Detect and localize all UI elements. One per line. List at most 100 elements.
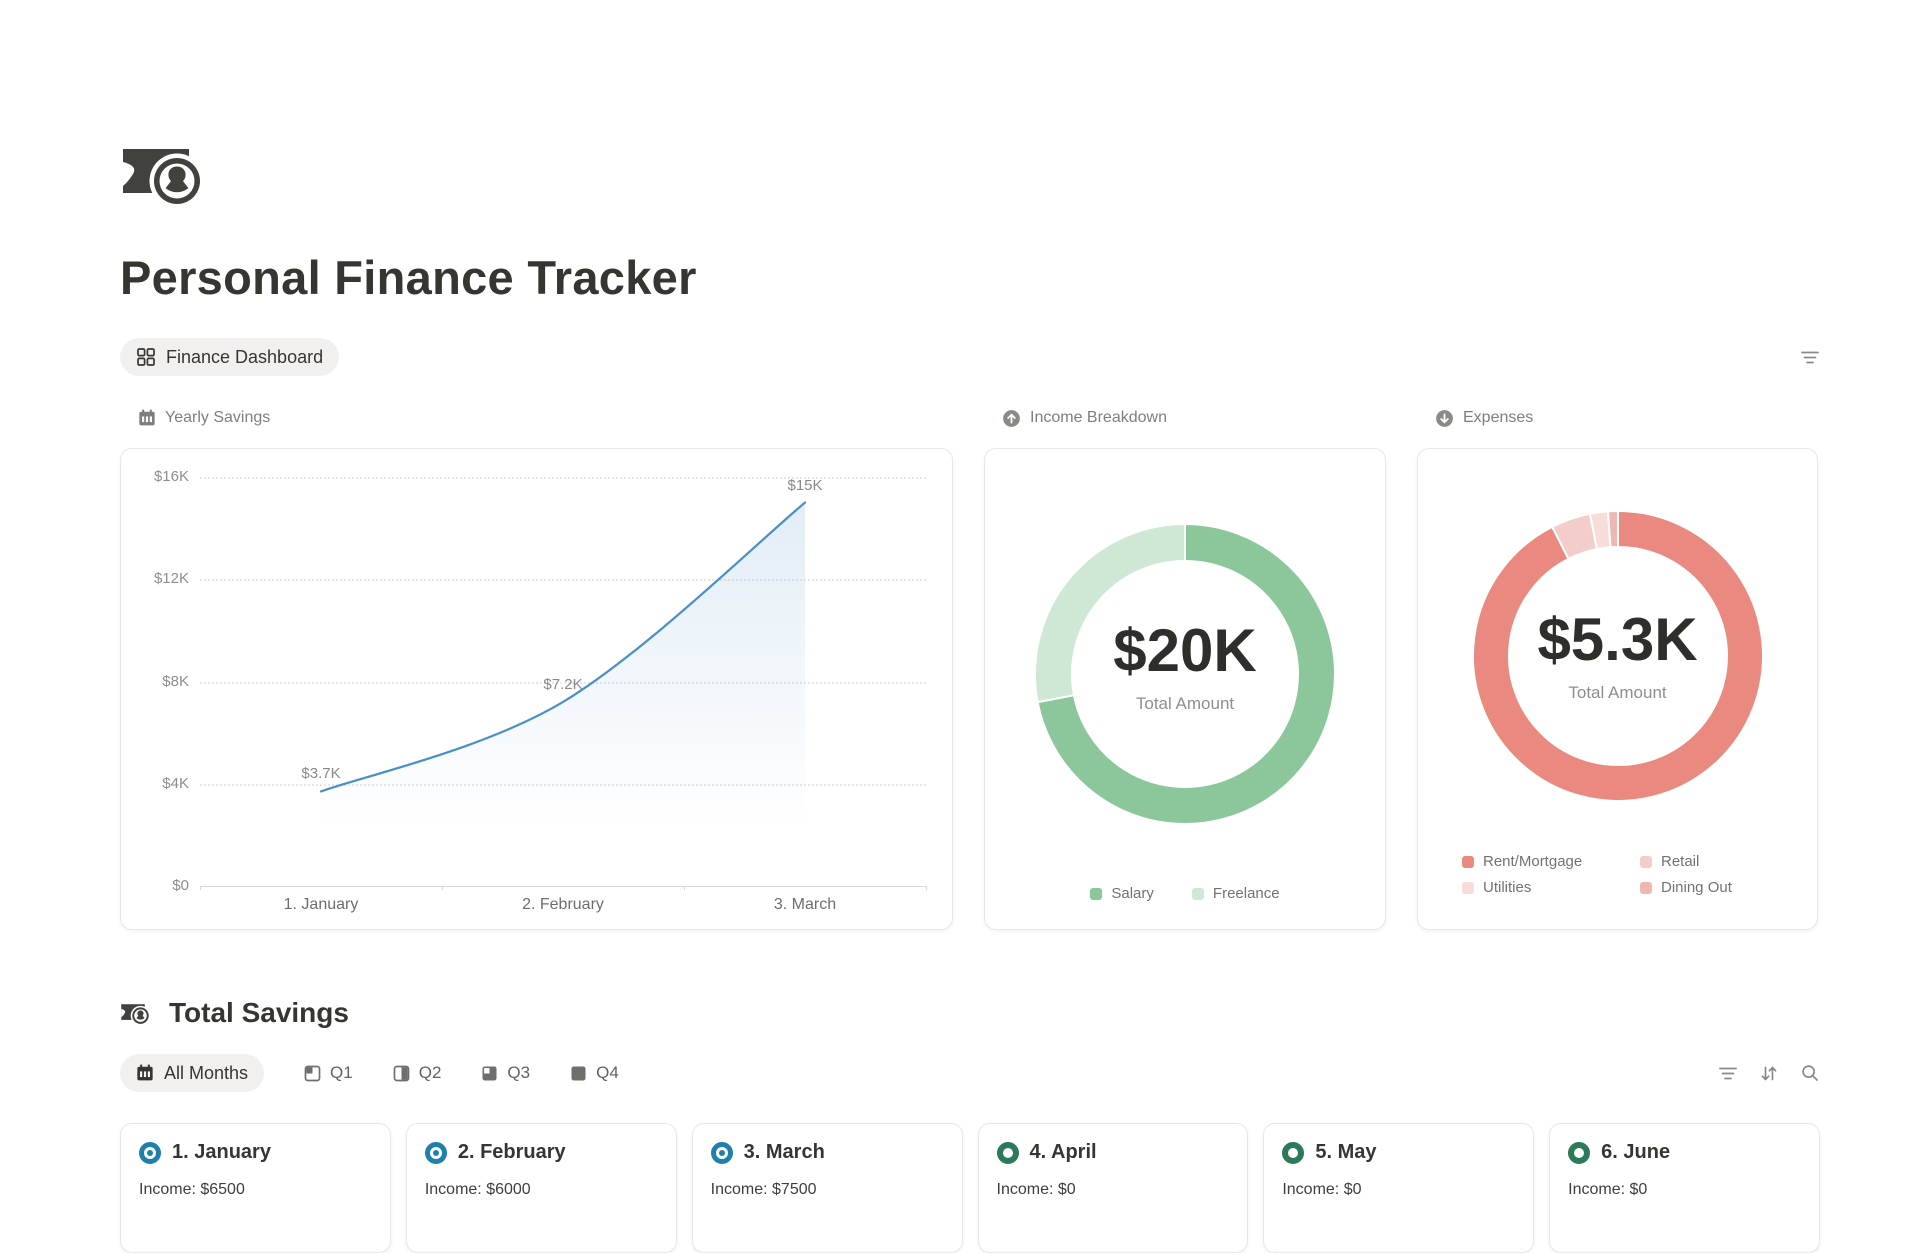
expenses-header: Expenses [1417,408,1818,428]
yearly-savings-chart: $16K $12K $8K $4K $0 1. January 2. February 3. … [121,449,952,929]
month-title: 4. April [1029,1141,1097,1163]
filter-q3[interactable]: Q3 [481,1063,530,1083]
filter-all-months[interactable]: All Months [120,1054,265,1092]
status-ring-icon [1282,1141,1305,1164]
status-ring-icon [424,1141,447,1164]
circle-arrow-down-icon [1435,409,1454,428]
expenses-donut-chart [1471,510,1764,802]
month-income: Income: $6000 [424,1181,531,1198]
quarter-75-icon [481,1065,498,1082]
donut-segment [1036,523,1336,825]
month-income: Income: $0 [1568,1181,1648,1198]
x-axis-label: 1. January [283,896,359,913]
y-axis-label: $0 [172,877,189,894]
months-toolbar [1718,1063,1820,1083]
yearly-savings-block: Yearly Savings $16K $12K $8K $4K $0 1. Januar… [120,408,953,930]
x-axis-tick [442,886,443,890]
month-card[interactable]: 5. May Income: $0 [1263,1123,1535,1253]
filter-label: Q4 [596,1063,619,1082]
income-donut-chart [1034,523,1336,825]
sort-updown-icon[interactable] [1759,1064,1779,1083]
tab-finance-dashboard[interactable]: Finance Dashboard [120,338,340,376]
section-title: Total Savings [169,997,349,1028]
donut-segment [1034,523,1186,704]
month-card-header: 4. April [996,1141,1230,1164]
legend-label: Freelance [1212,885,1280,902]
legend-swatch [1462,881,1474,894]
x-axis [200,886,926,887]
legend-swatch [1640,881,1652,894]
yearly-savings-card: $16K $12K $8K $4K $0 1. January 2. February 3. … [120,448,953,930]
x-axis-label: 3. March [773,896,837,913]
income-breakdown-header: Income Breakdown [984,408,1386,428]
month-income: Income: $0 [996,1181,1076,1198]
filter-icon[interactable] [1718,1065,1738,1082]
income-legend: Salary Freelance [985,885,1385,902]
quarter-100-icon [570,1065,587,1082]
legend-item: Retail [1640,853,1732,870]
x-axis-tick [200,886,201,890]
legend-label: Dining Out [1661,879,1732,896]
grid-line [200,477,926,479]
filter-label: All Months [164,1062,249,1083]
savings-line-plot [319,501,807,886]
month-income: Income: $6500 [139,1181,245,1198]
legend-swatch [1640,855,1652,868]
money-bill-portrait-icon[interactable] [120,140,1820,210]
months-grid: 1. January Income: $6500 2. February Income… [120,1123,1820,1253]
search-icon[interactable] [1800,1063,1820,1083]
filter-q2[interactable]: Q2 [393,1063,441,1083]
y-axis-label: $12K [153,570,189,588]
expenses-block: Expenses $5.3K Total Amount Rent/Mortgag… [1417,408,1818,930]
x-axis-tick [684,886,685,890]
filter-label: Q3 [507,1063,531,1082]
dashboard-charts-row: Yearly Savings $16K $12K $8K $4K $0 1. Januar… [120,408,1820,930]
legend-item: Salary [1090,885,1154,902]
legend-swatch [1090,887,1103,900]
legend-label: Retail [1661,853,1700,870]
month-card[interactable]: 1. January Income: $6500 [120,1123,391,1253]
expenses-card: $5.3K Total Amount Rent/Mortgage Retail Ut… [1417,448,1818,930]
income-breakdown-card: $20K Total Amount Salary Freelance [984,448,1386,930]
data-point-label: $3.7K [301,765,341,783]
month-card-header: 2. February [424,1141,658,1164]
filter-icon[interactable] [1800,349,1820,366]
chart-title: Yearly Savings [165,409,271,426]
x-axis-tick [926,886,927,890]
grid-line [200,579,926,582]
month-card[interactable]: 6. June Income: $0 [1549,1123,1820,1253]
quarter-50-icon [393,1065,410,1082]
month-card-header: 3. March [710,1141,944,1164]
month-card[interactable]: 4. April Income: $0 [977,1123,1249,1253]
y-axis-label: $8K [162,672,189,690]
legend-item: Dining Out [1640,879,1732,896]
y-axis-label: $16K [153,468,189,485]
view-tab-row: Finance Dashboard [120,338,1820,376]
money-bill-portrait-icon [120,1001,156,1026]
month-card[interactable]: 2. February Income: $6000 [405,1123,677,1253]
expenses-legend: Rent/Mortgage Retail Utilities Dining Out [1462,853,1732,896]
month-card[interactable]: 3. March Income: $7500 [691,1123,963,1253]
legend-item: Rent/Mortgage [1462,853,1640,870]
data-point-label: $15K [787,476,823,494]
chart-title: Expenses [1463,409,1534,426]
month-title: 5. May [1315,1141,1377,1163]
page-title: Personal Finance Tracker [120,251,697,304]
month-title: 6. June [1601,1141,1671,1163]
months-filter-row: All Months Q1 Q2 Q3 Q4 [120,1054,1820,1092]
y-axis-label: $4K [162,774,189,792]
calendar-icon [138,409,156,427]
status-ring-icon [1568,1141,1591,1164]
legend-item: Freelance [1191,885,1280,902]
month-card-header: 5. May [1282,1141,1515,1164]
yearly-savings-header: Yearly Savings [120,408,953,428]
legend-swatch [1462,855,1474,868]
x-axis-label: 2. February [522,896,604,913]
filter-q4[interactable]: Q4 [570,1063,619,1083]
filter-q1[interactable]: Q1 [304,1063,353,1083]
legend-label: Utilities [1483,879,1532,896]
month-income: Income: $7500 [710,1181,817,1198]
status-ring-icon [139,1141,161,1164]
status-ring-icon [710,1141,733,1164]
income-breakdown-block: Income Breakdown $20K Total Amount Salar… [984,408,1386,930]
